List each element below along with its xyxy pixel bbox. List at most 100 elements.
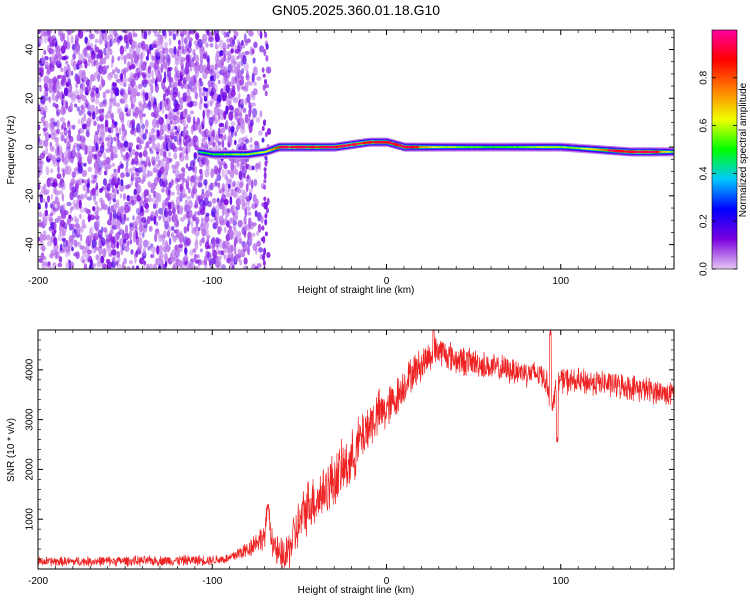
noise-cell xyxy=(112,96,117,107)
noise-cell xyxy=(228,225,232,231)
noise-cell xyxy=(147,30,152,35)
noise-cell xyxy=(119,45,125,55)
noise-cell xyxy=(107,205,111,214)
noise-cell xyxy=(241,67,245,75)
noise-cell xyxy=(102,178,108,186)
noise-cell xyxy=(162,234,165,244)
ridge-cell xyxy=(316,146,319,148)
noise-cell xyxy=(140,52,143,62)
figure-title: GN05.2025.360.01.18.G10 xyxy=(272,2,440,18)
noise-cell xyxy=(44,209,49,217)
ridge-cell xyxy=(439,146,442,148)
noise-cell xyxy=(167,98,172,107)
noise-cell xyxy=(159,159,165,167)
noise-cell xyxy=(127,240,130,247)
noise-cell xyxy=(131,171,135,179)
ridge-cell xyxy=(277,146,280,149)
ridge-cell xyxy=(564,146,566,149)
noise-cell xyxy=(63,39,68,50)
noise-cell xyxy=(40,106,45,116)
noise-cell xyxy=(127,108,132,116)
ridge-cell xyxy=(533,146,536,148)
noise-cell xyxy=(181,188,186,195)
ridge-peak-cell xyxy=(298,145,302,149)
ridge-cell xyxy=(421,146,424,148)
noise-cell xyxy=(38,221,42,228)
noise-cell xyxy=(167,245,171,252)
ridge-cell xyxy=(428,146,431,148)
noise-cell xyxy=(140,157,143,165)
ridge-peak-cell xyxy=(331,145,335,149)
ridge-cell xyxy=(569,146,571,149)
ridge-cell xyxy=(591,148,593,150)
noise-cell xyxy=(203,255,208,266)
noise-cell xyxy=(143,189,150,197)
noise-cell xyxy=(76,241,81,247)
y-tick-label: 20 xyxy=(25,92,36,104)
noise-cell xyxy=(232,44,238,51)
noise-cell xyxy=(246,93,251,104)
ridge-cell xyxy=(270,149,272,151)
noise-cell xyxy=(59,131,64,136)
ridge-cell xyxy=(230,153,232,156)
ridge-cell xyxy=(493,146,496,148)
ridge-cell xyxy=(289,146,292,148)
noise-cell xyxy=(53,236,58,246)
noise-cell xyxy=(225,96,230,106)
ridge-cell xyxy=(603,149,605,151)
noise-cell xyxy=(81,179,85,184)
noise-cell xyxy=(43,49,47,56)
noise-cell xyxy=(58,256,63,263)
noise-cell xyxy=(165,97,170,105)
noise-cell xyxy=(153,215,157,225)
noise-cell xyxy=(120,163,124,169)
noise-cell xyxy=(75,251,80,260)
noise-cell xyxy=(93,59,97,67)
noise-cell xyxy=(67,246,71,257)
ridge-peak-cell xyxy=(402,145,405,148)
noise-cell xyxy=(217,94,222,103)
noise-cell xyxy=(162,61,168,68)
ridge-peak-cell xyxy=(625,150,629,153)
ridge-cell xyxy=(308,146,310,148)
noise-cell xyxy=(103,170,108,176)
noise-cell xyxy=(151,55,156,62)
noise-cell xyxy=(226,208,231,213)
noise-cell xyxy=(168,215,172,222)
noise-cell xyxy=(146,216,151,224)
noise-cell xyxy=(155,51,161,61)
noise-cell xyxy=(66,77,71,84)
noise-cell xyxy=(161,241,166,251)
ridge-cell xyxy=(459,146,461,148)
colorbar-frame xyxy=(711,29,738,270)
ridge-cell xyxy=(594,148,597,151)
noise-cell xyxy=(144,30,148,32)
ridge-cell xyxy=(521,146,524,148)
noise-cell xyxy=(66,201,72,207)
ridge-cell xyxy=(550,146,553,148)
ridge-cell xyxy=(558,146,560,148)
ridge-cell xyxy=(659,151,661,153)
noise-cell xyxy=(195,236,198,245)
ridge-cell xyxy=(509,146,511,148)
noise-cell xyxy=(182,129,186,137)
noise-cell xyxy=(113,153,118,159)
ridge-cell xyxy=(319,146,321,148)
noise-cell xyxy=(38,76,42,83)
noise-cell xyxy=(181,57,186,62)
noise-cell xyxy=(213,83,218,93)
ridge-cell xyxy=(214,153,216,156)
noise-cell xyxy=(179,217,185,223)
noise-cell xyxy=(161,106,165,114)
noise-cell xyxy=(101,186,105,191)
ridge-cell xyxy=(536,146,538,148)
noise-cell xyxy=(51,154,57,165)
noise-cell xyxy=(215,218,219,228)
noise-cell xyxy=(89,42,94,49)
noise-cell xyxy=(60,67,64,72)
noise-cell xyxy=(195,254,200,259)
noise-cell xyxy=(103,57,107,65)
noise-cell xyxy=(140,205,144,213)
noise-cell xyxy=(141,123,146,130)
noise-cell xyxy=(238,111,243,118)
